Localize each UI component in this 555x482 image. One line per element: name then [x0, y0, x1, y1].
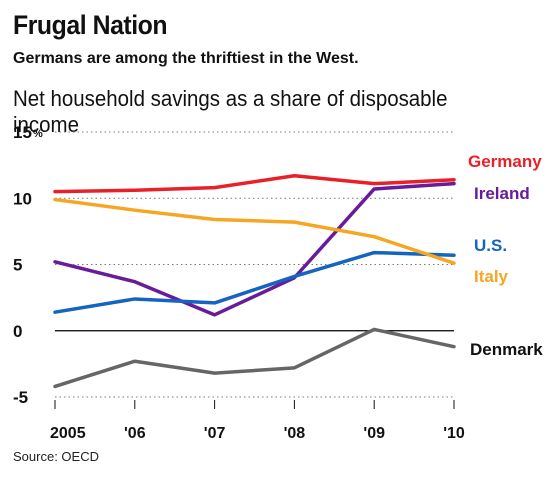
source-note: Source: OECD: [13, 449, 99, 464]
chart-subtitle: Germans are among the thriftiest in the …: [13, 50, 359, 67]
series-label: Italy: [474, 267, 509, 286]
y-tick-label: 10: [13, 189, 32, 208]
series-label: U.S.: [474, 236, 507, 255]
y-tick-label: 0: [13, 322, 22, 341]
series-label: Germany: [468, 152, 542, 171]
series-line: [53, 173, 456, 194]
y-tick-label: 15: [13, 123, 32, 142]
x-axis-ticks: 2005 '06 '07 '08 '09 '10: [50, 400, 465, 442]
chart-caption: Net household savings as a share of disp…: [13, 86, 448, 137]
x-tick-label: '07: [204, 425, 226, 442]
series-line: [53, 181, 456, 317]
series-label: Ireland: [474, 184, 530, 203]
x-tick-label: '06: [124, 425, 146, 442]
series-line: [53, 250, 456, 314]
series-line: [53, 197, 456, 265]
x-tick-label: '10: [443, 425, 465, 442]
y-tick-label: 5: [13, 256, 22, 275]
series-lines: [53, 173, 456, 389]
gridlines: [55, 131, 454, 398]
y-tick-unit: %: [33, 128, 43, 140]
x-tick-label: '09: [363, 425, 385, 442]
x-tick-label: '08: [284, 425, 306, 442]
y-tick-label: -5: [13, 388, 28, 407]
series-labels: Germany Ireland U.S. Italy Denmark: [468, 152, 543, 359]
chart-title: Frugal Nation: [13, 10, 168, 40]
x-tick-label: 2005: [50, 425, 86, 442]
series-line: [53, 327, 456, 389]
series-label: Denmark: [470, 340, 543, 359]
y-axis-ticks: 15 % 10 5 0 -5: [13, 123, 43, 407]
